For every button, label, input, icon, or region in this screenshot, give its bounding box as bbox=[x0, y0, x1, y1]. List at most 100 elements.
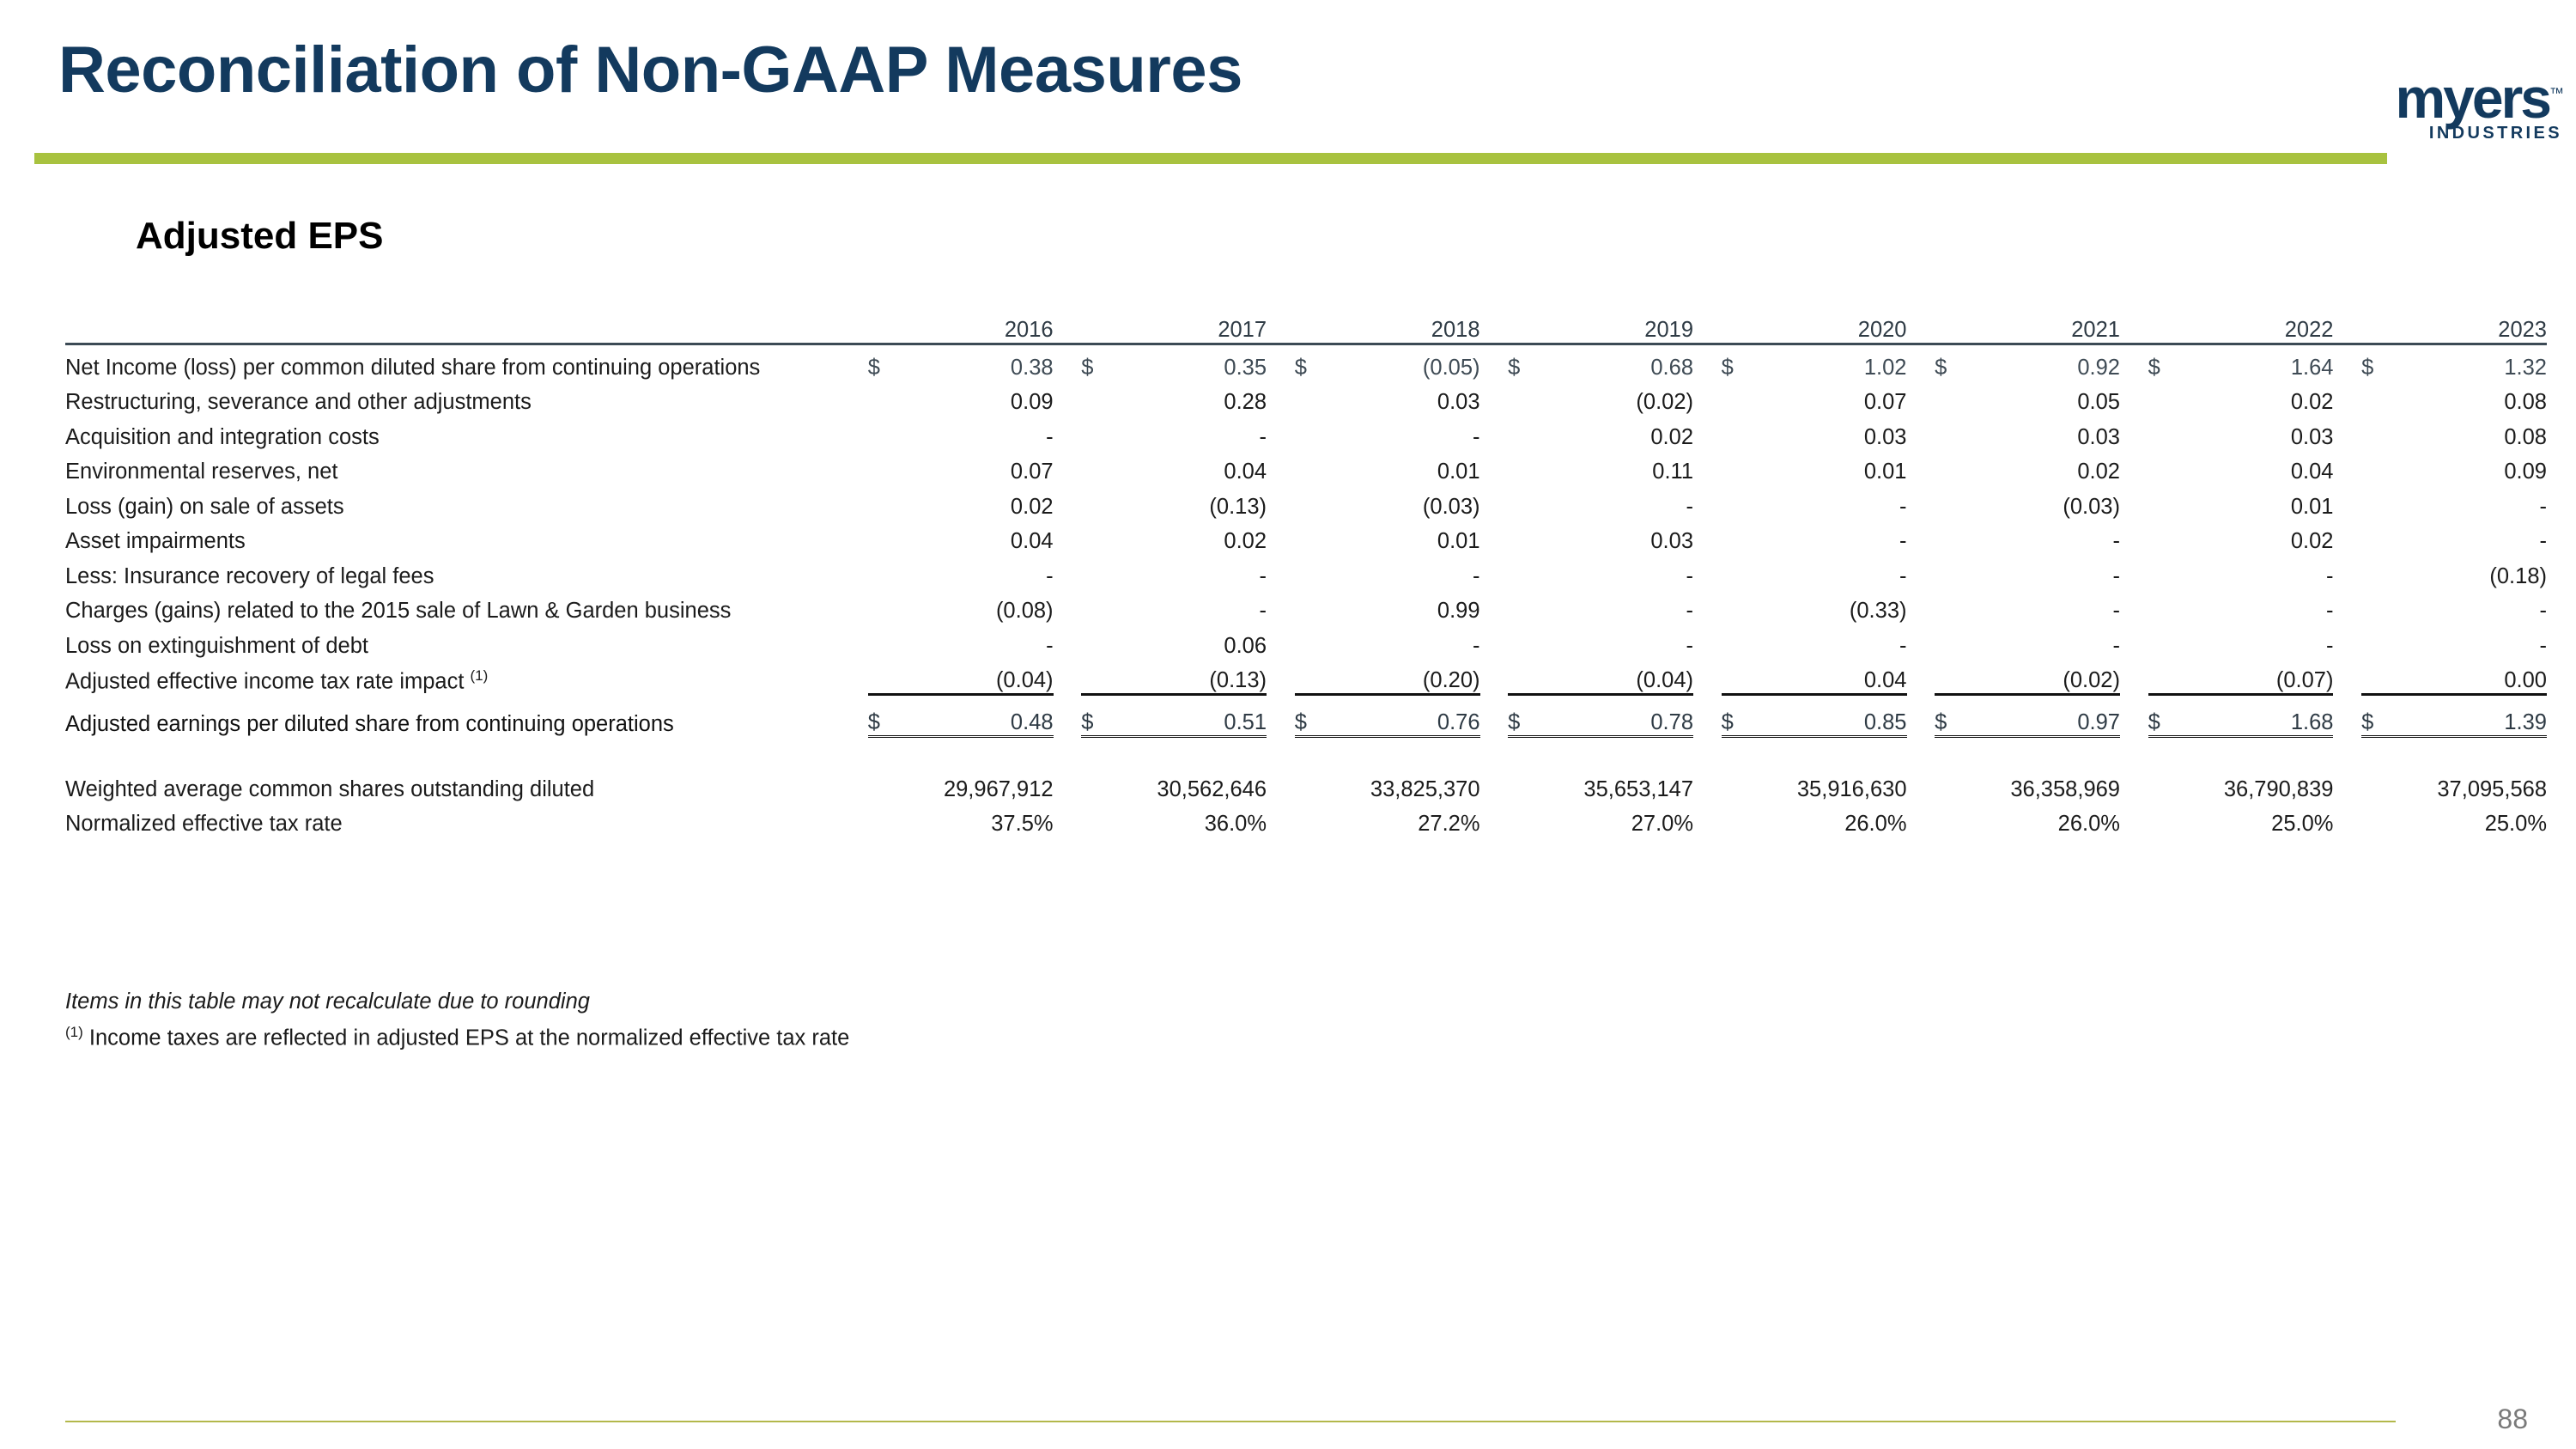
footer-rule bbox=[65, 1421, 2396, 1422]
currency-symbol-2017 bbox=[1081, 381, 1108, 416]
cell-2017: - bbox=[1259, 599, 1267, 623]
cell-2017: 30,562,646 bbox=[1157, 776, 1267, 801]
currency-symbol-2023 bbox=[2361, 659, 2388, 695]
cell-2020: - bbox=[1899, 633, 1907, 658]
currency-symbol-2018 bbox=[1295, 520, 1321, 555]
cell-2021: 0.03 bbox=[2077, 424, 2120, 449]
currency-symbol-2018 bbox=[1295, 450, 1321, 485]
table-row: Adjusted effective income tax rate impac… bbox=[65, 659, 2547, 695]
company-logo: myers™ INDUSTRIES bbox=[2332, 70, 2565, 143]
cell-2019: 0.78 bbox=[1534, 693, 1694, 738]
column-header-2021: 2021 bbox=[2071, 318, 2120, 342]
cell-2017: 0.06 bbox=[1224, 633, 1267, 658]
header-underline bbox=[65, 342, 2547, 345]
cell-2022: 0.03 bbox=[2290, 424, 2334, 449]
currency-symbol-2021 bbox=[1935, 520, 1961, 555]
cell-2021: 0.02 bbox=[2077, 460, 2120, 484]
cell-2023: - bbox=[2539, 494, 2548, 519]
currency-symbol-2016 bbox=[868, 450, 895, 485]
cell-2020: 26.0% bbox=[1844, 812, 1907, 836]
logo-subtext: INDUSTRIES bbox=[2428, 124, 2562, 143]
cell-2017: - bbox=[1259, 563, 1267, 588]
currency-symbol-2019 bbox=[1508, 415, 1534, 450]
page-number: 88 bbox=[2497, 1403, 2528, 1434]
cell-2016: (0.08) bbox=[995, 599, 1054, 623]
currency-symbol-2020 bbox=[1722, 415, 1748, 450]
currency-symbol-2022 bbox=[2148, 484, 2175, 520]
cell-2023: 1.32 bbox=[2504, 355, 2547, 380]
column-header-2020: 2020 bbox=[1857, 318, 1907, 342]
currency-symbol-2023: $ bbox=[2361, 355, 2374, 380]
currency-symbol-2021 bbox=[1935, 802, 1961, 837]
currency-symbol-2016 bbox=[868, 802, 895, 837]
table-row: Net Income (loss) per common diluted sha… bbox=[65, 344, 2547, 381]
cell-2023: 0.00 bbox=[2504, 668, 2547, 692]
currency-symbol-2017 bbox=[1081, 484, 1108, 520]
currency-symbol-2019: $ bbox=[1508, 355, 1521, 380]
currency-symbol-2017 bbox=[1081, 554, 1108, 589]
currency-symbol-2023 bbox=[2361, 484, 2388, 520]
row-label: Adjusted effective income tax rate impac… bbox=[65, 667, 489, 694]
table-row: Charges (gains) related to the 2015 sale… bbox=[65, 589, 2547, 624]
currency-symbol-2021 bbox=[1935, 484, 1961, 520]
table-row: Loss (gain) on sale of assets 0.02 (0.13) (… bbox=[65, 484, 2547, 520]
currency-symbol-2022 bbox=[2148, 589, 2175, 624]
currency-symbol-2018: $ bbox=[1294, 355, 1307, 380]
cell-2020: 0.03 bbox=[1863, 424, 1907, 449]
cell-2022: 0.02 bbox=[2290, 529, 2334, 553]
currency-symbol-2020 bbox=[1722, 554, 1748, 589]
cell-2020: - bbox=[1899, 563, 1907, 588]
cell-2016: 0.02 bbox=[1010, 494, 1054, 519]
currency-symbol-2016 bbox=[868, 659, 895, 695]
currency-symbol-2020 bbox=[1722, 450, 1748, 485]
currency-symbol-2023: $ bbox=[2361, 693, 2389, 738]
total-row: Adjusted earnings per diluted share from… bbox=[65, 693, 2547, 738]
currency-symbol-2021 bbox=[1935, 624, 1961, 659]
cell-2022: (0.07) bbox=[2275, 668, 2334, 692]
currency-symbol-2020 bbox=[1722, 484, 1748, 520]
currency-symbol-2022 bbox=[2148, 554, 2175, 589]
cell-2018: 0.01 bbox=[1437, 529, 1480, 553]
cell-2023: (0.18) bbox=[2489, 563, 2547, 588]
cell-2018: 27.2% bbox=[1418, 812, 1480, 836]
currency-symbol-2023 bbox=[2361, 554, 2388, 589]
footnote-marker: (1) bbox=[65, 1024, 83, 1040]
currency-symbol-2023 bbox=[2361, 589, 2388, 624]
column-header-2023: 2023 bbox=[2498, 318, 2547, 342]
currency-symbol-2023 bbox=[2361, 450, 2388, 485]
cell-2016: 0.07 bbox=[1010, 460, 1054, 484]
cell-2016: - bbox=[1046, 563, 1054, 588]
cell-2023: - bbox=[2539, 599, 2548, 623]
cell-2020: 0.01 bbox=[1863, 460, 1907, 484]
cell-2017: (0.13) bbox=[1209, 494, 1267, 519]
cell-2018: 33,825,370 bbox=[1370, 776, 1480, 801]
table-row: Restructuring, severance and other adjus… bbox=[65, 381, 2547, 416]
cell-2018: 0.76 bbox=[1321, 693, 1480, 738]
cell-2022: 1.64 bbox=[2290, 355, 2334, 380]
currency-symbol-2021: $ bbox=[1935, 355, 1947, 380]
cell-2019: - bbox=[1686, 633, 1694, 658]
cell-2018: 0.03 bbox=[1437, 390, 1480, 414]
currency-symbol-2016 bbox=[868, 484, 895, 520]
currency-symbol-2020 bbox=[1722, 767, 1748, 802]
currency-symbol-2020: $ bbox=[1721, 355, 1734, 380]
currency-symbol-2018 bbox=[1295, 624, 1321, 659]
currency-symbol-2022 bbox=[2148, 381, 2175, 416]
row-label: Loss on extinguishment of debt bbox=[65, 633, 368, 658]
row-label: Net Income (loss) per common diluted sha… bbox=[65, 355, 761, 380]
currency-symbol-2022: $ bbox=[2148, 355, 2160, 380]
cell-2019: - bbox=[1686, 494, 1694, 519]
cell-2017: 0.51 bbox=[1108, 693, 1267, 738]
row-label: Environmental reserves, net bbox=[65, 460, 338, 484]
currency-symbol-2016 bbox=[868, 520, 895, 555]
cell-2020: 0.07 bbox=[1863, 390, 1907, 414]
currency-symbol-2017 bbox=[1081, 802, 1108, 837]
currency-symbol-2016 bbox=[868, 554, 895, 589]
cell-2021: (0.03) bbox=[2063, 494, 2120, 519]
footnote-rounding: Items in this table may not recalculate … bbox=[65, 989, 590, 1014]
currency-symbol-2021: $ bbox=[1935, 693, 1962, 738]
table-row: Asset impairments 0.04 0.02 0.01 0.03 - - 0.02 - bbox=[65, 520, 2547, 555]
currency-symbol-2020 bbox=[1722, 659, 1748, 695]
cell-2016: 0.38 bbox=[1010, 355, 1054, 380]
cell-2022: 1.68 bbox=[2174, 693, 2334, 738]
